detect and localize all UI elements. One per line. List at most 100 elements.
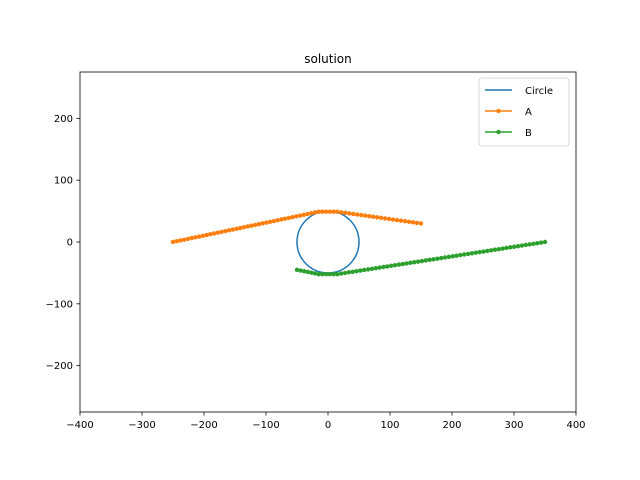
data-point (174, 239, 179, 244)
data-point (302, 269, 307, 274)
data-point (196, 234, 202, 239)
data-point (454, 253, 459, 258)
data-point (496, 246, 502, 252)
data-point (223, 228, 228, 234)
data-point (211, 231, 217, 236)
data-point (234, 226, 239, 231)
data-point (438, 255, 444, 261)
data-point (492, 247, 498, 252)
series-b (294, 239, 548, 277)
data-point (406, 219, 412, 224)
data-point (327, 209, 333, 214)
data-point (275, 218, 280, 223)
data-point (260, 221, 265, 226)
legend-label: Circle (525, 86, 553, 97)
data-point (305, 211, 310, 217)
data-point (431, 257, 436, 262)
data-point (264, 220, 269, 225)
data-point (427, 257, 432, 263)
y-tick-label: 100 (54, 176, 73, 187)
data-point (249, 223, 254, 228)
data-point (347, 211, 352, 216)
data-point (423, 258, 428, 263)
x-tick-label: 0 (325, 420, 331, 431)
data-point (204, 232, 209, 238)
data-point (226, 228, 232, 233)
data-point (316, 271, 321, 277)
data-point (279, 217, 284, 222)
data-point (394, 217, 400, 223)
data-point (404, 261, 409, 266)
data-point (488, 248, 494, 253)
x-tick-label: 200 (442, 420, 461, 431)
data-point (388, 263, 394, 269)
y-tick-label: −200 (46, 361, 73, 372)
data-point (230, 227, 235, 232)
data-point (523, 242, 528, 248)
data-point (512, 244, 517, 249)
data-point (414, 220, 420, 226)
data-point (245, 224, 250, 229)
data-point (408, 260, 413, 266)
data-point (385, 264, 390, 269)
data-point (527, 242, 532, 247)
data-point (238, 225, 243, 231)
legend-box (478, 77, 570, 147)
data-point (294, 267, 300, 273)
data-point (458, 252, 463, 258)
x-tick-label: −300 (128, 420, 155, 431)
data-point (369, 266, 375, 271)
chart-title: solution (304, 52, 352, 66)
data-point (504, 245, 509, 251)
plot-area (170, 209, 548, 277)
data-point (335, 271, 340, 277)
y-tick-label: 0 (67, 238, 73, 249)
data-point (481, 249, 486, 254)
data-point (331, 209, 336, 214)
data-point (362, 267, 367, 273)
data-point (256, 221, 262, 227)
data-point (446, 254, 452, 260)
data-point (312, 271, 318, 276)
data-point (267, 219, 273, 225)
data-point (297, 213, 303, 218)
data-point (485, 248, 490, 254)
data-point (271, 218, 277, 224)
data-point (286, 215, 292, 221)
data-point (477, 249, 482, 255)
data-point (538, 240, 544, 245)
data-point (350, 269, 355, 274)
data-point (331, 271, 336, 277)
data-point (355, 212, 360, 217)
data-point (515, 243, 521, 249)
data-point (398, 218, 404, 223)
data-point (182, 237, 187, 242)
data-point (531, 241, 536, 246)
data-point (365, 267, 371, 272)
data-point (419, 258, 425, 264)
data-point (508, 245, 513, 250)
data-point (351, 211, 356, 217)
data-point (298, 268, 303, 273)
x-tick-label: −200 (190, 420, 217, 431)
data-point (442, 255, 448, 260)
data-point (418, 221, 424, 226)
data-point (415, 259, 421, 264)
data-point (392, 263, 398, 268)
data-point (342, 270, 348, 276)
data-point (335, 209, 340, 214)
data-point (363, 213, 368, 218)
data-point (435, 256, 440, 261)
y-tick-label: −100 (46, 299, 73, 310)
x-tick-label: −400 (66, 420, 93, 431)
data-point (377, 265, 382, 270)
data-point (373, 265, 378, 271)
legend-label: A (525, 107, 532, 118)
data-point (370, 214, 376, 219)
data-point (320, 271, 325, 277)
data-point (189, 235, 194, 241)
legend-label: B (525, 128, 532, 139)
data-point (378, 215, 384, 221)
data-point (473, 250, 478, 255)
data-point (465, 251, 471, 257)
